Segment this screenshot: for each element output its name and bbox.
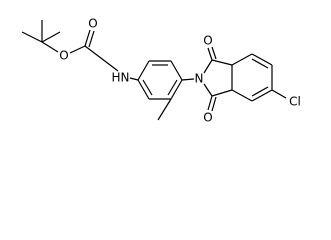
atom-label: O	[203, 111, 212, 125]
bonds	[21, 20, 287, 121]
molecule-diagram: O O H N N O O Cl	[21, 17, 301, 125]
atom-label: O	[203, 34, 212, 48]
atom-label: O	[88, 17, 97, 31]
atom-label: N	[195, 72, 204, 86]
atom-label: Cl	[289, 95, 301, 109]
atom-label: N	[121, 71, 130, 85]
atom-label: O	[59, 49, 68, 63]
atom-label: H	[111, 71, 120, 85]
